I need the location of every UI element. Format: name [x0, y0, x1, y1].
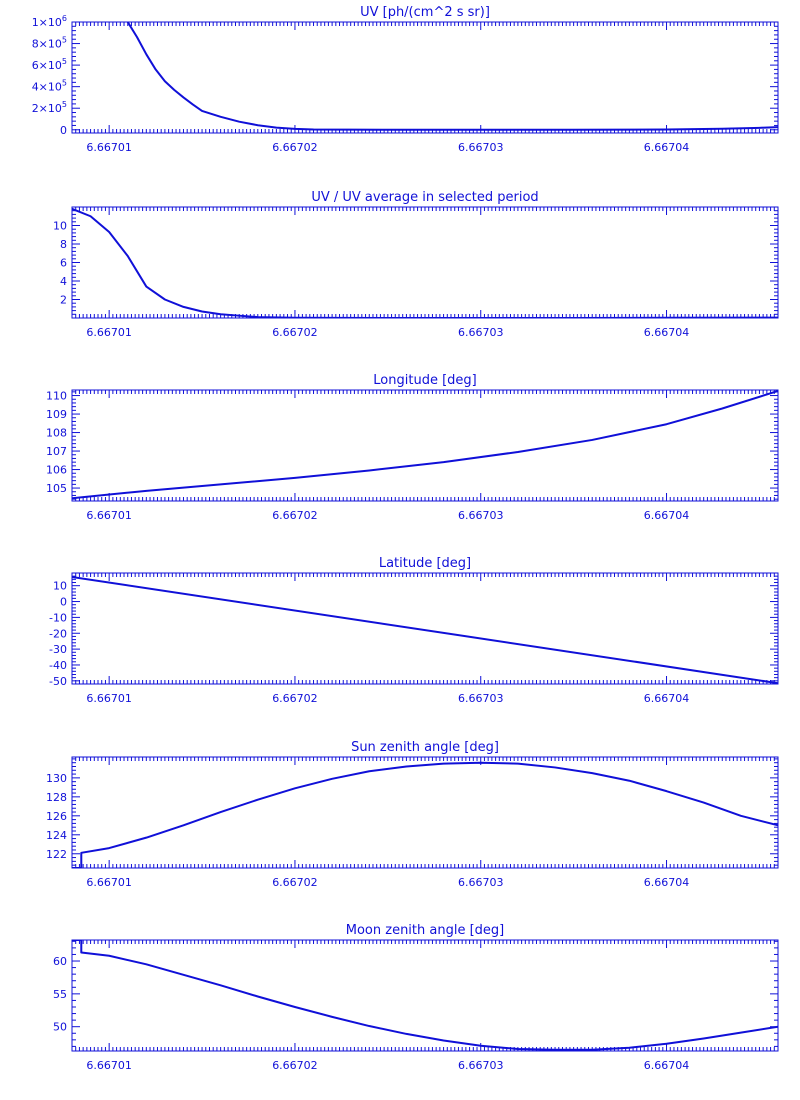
- panel-title: UV [ph/(cm^2 s sr)]: [360, 5, 490, 20]
- y-tick-label: 0: [60, 124, 67, 137]
- plot-frame: [71, 939, 779, 1052]
- x-tick-label: 6.66704: [644, 876, 690, 889]
- x-tick-label: 6.66702: [272, 876, 318, 889]
- panel-title: Longitude [deg]: [373, 373, 476, 388]
- series-line-1: [72, 761, 778, 868]
- panel-title: Moon zenith angle [deg]: [346, 923, 504, 938]
- x-tick-label: 6.66703: [458, 509, 504, 522]
- panel-5: Sun zenith angle [deg] 122 124 126 128 130 6.6…: [46, 740, 779, 889]
- x-tick-label: 6.66701: [86, 326, 132, 339]
- plot-frame: [71, 389, 779, 502]
- series-line-1: [72, 940, 778, 1051]
- y-tick-label: 108: [46, 427, 67, 440]
- panel-title: Sun zenith angle [deg]: [351, 740, 499, 755]
- x-tick-label: 6.66701: [86, 141, 132, 154]
- y-tick-label: 122: [46, 848, 67, 861]
- x-tick-label: 6.66704: [644, 1059, 690, 1072]
- y-tick-label: 8×105: [32, 36, 67, 51]
- panel-title: UV / UV average in selected period: [311, 190, 538, 205]
- y-tick-label: 109: [46, 408, 67, 421]
- x-tick-label: 6.66704: [644, 326, 690, 339]
- x-tick-label: 6.66701: [86, 1059, 132, 1072]
- x-tick-label: 6.66704: [644, 692, 690, 705]
- series-line-1: [126, 22, 778, 131]
- y-tick-label: 50: [53, 1021, 67, 1034]
- y-tick-label: 128: [46, 791, 67, 804]
- series-line-1: [72, 207, 778, 318]
- y-tick-label: 107: [46, 445, 67, 458]
- y-tick-label: 124: [46, 829, 67, 842]
- x-tick-label: 6.66702: [272, 509, 318, 522]
- x-tick-label: 6.66701: [86, 692, 132, 705]
- panel-2: UV / UV average in selected period 2 4 6 8 10…: [53, 190, 779, 339]
- series-line-1: [72, 575, 778, 684]
- panel-title: Latitude [deg]: [379, 556, 471, 571]
- x-tick-label: 6.66702: [272, 692, 318, 705]
- y-tick-label: 4: [60, 275, 67, 288]
- y-tick-label: 8: [60, 238, 67, 251]
- y-tick-label: 10: [53, 580, 67, 593]
- y-tick-label: 105: [46, 482, 67, 495]
- y-tick-label: -10: [49, 611, 67, 624]
- y-tick-label: 6: [60, 257, 67, 270]
- x-tick-label: 6.66703: [458, 692, 504, 705]
- y-tick-label: -20: [49, 627, 67, 640]
- y-tick-label: 60: [53, 955, 67, 968]
- y-tick-label: 4×105: [32, 79, 67, 94]
- y-tick-label: 130: [46, 772, 67, 785]
- panel-4: Latitude [deg] -50 -40 -30 -20 -10 0 10 6.66701 6…: [49, 556, 779, 705]
- y-tick-label: -50: [49, 675, 67, 688]
- plot-frame: [71, 756, 779, 869]
- x-tick-label: 6.66702: [272, 1059, 318, 1072]
- y-tick-label: 10: [53, 220, 67, 233]
- x-tick-label: 6.66703: [458, 1059, 504, 1072]
- panel-3: Longitude [deg] 105 106 107 108 109 110 6.66701…: [46, 373, 779, 522]
- x-tick-label: 6.66703: [458, 876, 504, 889]
- plot-frame: [71, 21, 779, 134]
- series-line-1: [72, 390, 778, 500]
- y-tick-label: 1×106: [32, 14, 67, 29]
- y-tick-label: 2×105: [32, 100, 67, 115]
- x-tick-label: 6.66702: [272, 141, 318, 154]
- x-tick-label: 6.66702: [272, 326, 318, 339]
- panel-1: UV [ph/(cm^2 s sr)] 0 2×105 4×105 6×105 8×105…: [32, 5, 779, 154]
- y-tick-label: 2: [60, 294, 67, 307]
- y-tick-label: 6×105: [32, 57, 67, 72]
- y-tick-label: 55: [53, 988, 67, 1001]
- y-tick-label: 106: [46, 464, 67, 477]
- x-tick-label: 6.66703: [458, 326, 504, 339]
- x-tick-label: 6.66701: [86, 876, 132, 889]
- plot-frame: [71, 206, 779, 319]
- panel-6: Moon zenith angle [deg] 50 55 60 6.66701 6.66…: [53, 923, 779, 1072]
- y-tick-label: 126: [46, 810, 67, 823]
- x-tick-label: 6.66701: [86, 509, 132, 522]
- x-tick-label: 6.66704: [644, 509, 690, 522]
- y-tick-label: -40: [49, 659, 67, 672]
- y-tick-label: 110: [46, 390, 67, 403]
- y-tick-label: -30: [49, 643, 67, 656]
- y-tick-label: 0: [60, 596, 67, 609]
- x-tick-label: 6.66703: [458, 141, 504, 154]
- x-tick-label: 6.66704: [644, 141, 690, 154]
